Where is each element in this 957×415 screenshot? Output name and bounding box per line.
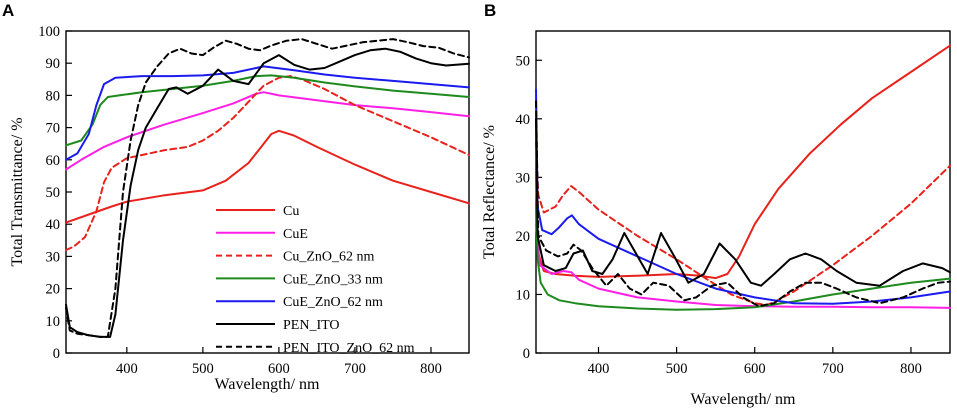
panel-b-y-tick-label: 0 xyxy=(523,346,530,362)
panel-a-x-tick-label: 800 xyxy=(420,361,442,377)
panel-b-frame xyxy=(535,30,951,354)
panel-a-series-group xyxy=(65,38,470,338)
panel-b-y-axis-label: Total Reflectance/ % xyxy=(481,125,498,259)
panel-b-x-tick-label: 600 xyxy=(744,361,766,377)
panel-a-y-tick-label: 40 xyxy=(46,217,61,233)
panel-b-letter: B xyxy=(484,1,496,20)
panel-b-series-line-pen-ito xyxy=(535,117,951,287)
panel-a-x-tick-label: 500 xyxy=(192,361,214,377)
panel-a-legend: Cu CuE Cu_ZnO_62 nm CuE_ZnO_33 nm CuE_ZnO_62… xyxy=(216,204,415,356)
panel-b-x-tick-label: 400 xyxy=(588,361,610,377)
panel-b-y-tick-label: 10 xyxy=(516,287,531,303)
panel-a-series-line-cu-zno-62-nm xyxy=(65,75,470,251)
panel-a-letter: A xyxy=(2,1,14,20)
panel-b-y-tick-label: 30 xyxy=(516,170,531,186)
panel-b-y-tick-label: 40 xyxy=(516,112,531,128)
panel-b-series-line-cu xyxy=(535,44,951,280)
panel-a-chart: 400 500 600 700 800 0 10 20 30 40 50 60 70 80 90 100 Wa… xyxy=(9,24,470,393)
panel-b-series-line-cue-zno-33-nm xyxy=(535,205,951,311)
panel-a-y-tick-label: 50 xyxy=(46,185,61,201)
legend-label-cu-zno-62-nm: Cu_ZnO_62 nm xyxy=(283,250,375,265)
panel-a-y-axis-label: Total Transmittance/ % xyxy=(9,117,26,266)
panel-b-x-axis-label: Wavelength/ nm xyxy=(691,391,796,408)
panel-b-x-tick-label: 500 xyxy=(666,361,688,377)
panel-a-series-line-pen-ito xyxy=(65,47,470,338)
panel-a-x-tick-label: 700 xyxy=(344,361,366,377)
legend-label-cue-zno-62-nm: CuE_ZnO_62 nm xyxy=(283,295,383,310)
panel-b-series-line-cu-zno-62-nm xyxy=(535,141,951,306)
panel-a-x-axis-label: Wavelength/ nm xyxy=(215,376,320,393)
panel-a-y-tick-label: 60 xyxy=(46,153,61,169)
legend-label-cu: Cu xyxy=(283,204,299,219)
panel-b-series-group xyxy=(535,44,951,311)
panel-a-y-tick-label: 70 xyxy=(46,121,61,137)
panel-a-x-tick-label: 600 xyxy=(268,361,290,377)
panel-b-y-tick-label: 20 xyxy=(516,229,531,245)
panel-b-y-tick-label: 50 xyxy=(516,53,531,69)
legend-label-pen-ito: PEN_ITO xyxy=(283,318,340,333)
panel-a-series-line-cue-zno-62-nm xyxy=(65,65,470,161)
panel-a-frame xyxy=(65,30,470,354)
legend-label-cue: CuE xyxy=(283,227,308,242)
panel-b-chart: 400 500 600 700 800 0 10 20 30 40 50 Wavelength/ n… xyxy=(481,30,951,408)
panel-a-y-tick-label: 0 xyxy=(53,346,60,362)
panel-a-series-line-pen-ito-zno-62-nm xyxy=(65,38,470,338)
panel-a-y-tick-label: 100 xyxy=(38,24,60,40)
panel-a-y-tick-label: 80 xyxy=(46,88,61,104)
panel-b-x-tick-label: 700 xyxy=(822,361,844,377)
panel-a-x-tick-label: 400 xyxy=(116,361,138,377)
legend-label-pen-ito-zno-62-nm: PEN_ITO_ZnO_62 nm xyxy=(283,341,415,356)
panel-a-series-line-cue-zno-33-nm xyxy=(65,74,470,147)
panel-b-series-line-cue xyxy=(535,223,951,309)
legend-label-cue-zno-33-nm: CuE_ZnO_33 nm xyxy=(283,272,383,287)
panel-b-x-tick-label: 800 xyxy=(900,361,922,377)
panel-a-y-tick-label: 30 xyxy=(46,249,61,265)
panel-a-y-tick-label: 20 xyxy=(46,282,61,298)
panel-a-y-tick-label: 90 xyxy=(46,56,61,72)
panel-b-series-line-pen-ito-zno-62-nm xyxy=(535,100,951,308)
panel-a-y-tick-label: 10 xyxy=(46,314,61,330)
